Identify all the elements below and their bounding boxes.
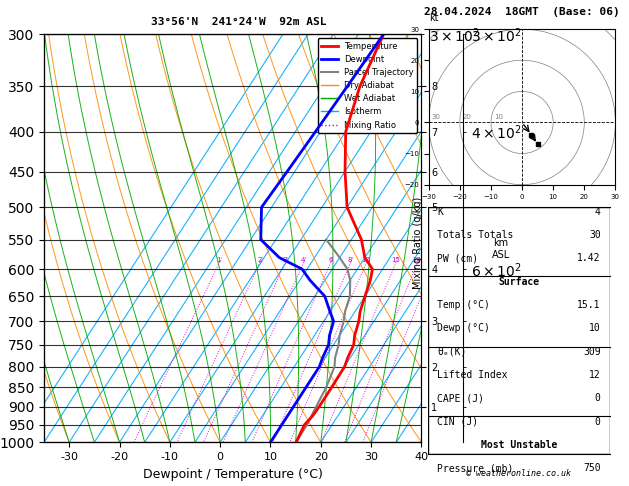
- Text: 309: 309: [583, 347, 601, 357]
- Text: θₑ(K): θₑ(K): [437, 347, 467, 357]
- Text: 4: 4: [595, 207, 601, 217]
- Text: 30: 30: [589, 230, 601, 240]
- Text: Surface: Surface: [498, 277, 540, 287]
- Text: 1: 1: [217, 258, 221, 263]
- Text: Dewp (°C): Dewp (°C): [437, 323, 490, 333]
- Legend: Temperature, Dewpoint, Parcel Trajectory, Dry Adiabat, Wet Adiabat, Isotherm, Mi: Temperature, Dewpoint, Parcel Trajectory…: [318, 38, 417, 133]
- X-axis label: Dewpoint / Temperature (°C): Dewpoint / Temperature (°C): [143, 468, 323, 481]
- Text: 15.1: 15.1: [577, 300, 601, 310]
- Text: PW (cm): PW (cm): [437, 253, 478, 263]
- Text: 6: 6: [328, 258, 333, 263]
- Text: 12: 12: [589, 370, 601, 380]
- Text: 0: 0: [595, 393, 601, 403]
- Text: 10: 10: [494, 114, 503, 121]
- Text: 33°56'N  241°24'W  92m ASL: 33°56'N 241°24'W 92m ASL: [151, 17, 327, 27]
- Text: 8: 8: [348, 258, 352, 263]
- Text: 3: 3: [282, 258, 287, 263]
- Text: 4: 4: [301, 258, 306, 263]
- Text: 28.04.2024  18GMT  (Base: 06): 28.04.2024 18GMT (Base: 06): [424, 7, 620, 17]
- Text: 30: 30: [432, 114, 441, 121]
- Text: 20: 20: [413, 258, 422, 263]
- Text: K: K: [437, 207, 443, 217]
- Y-axis label: km
ASL: km ASL: [491, 238, 509, 260]
- Text: Most Unstable: Most Unstable: [481, 440, 557, 450]
- Text: Mixing Ratio (g/kg): Mixing Ratio (g/kg): [413, 197, 423, 289]
- Text: 10: 10: [362, 258, 370, 263]
- Text: Totals Totals: Totals Totals: [437, 230, 513, 240]
- Text: © weatheronline.co.uk: © weatheronline.co.uk: [467, 469, 571, 478]
- Text: 2: 2: [257, 258, 262, 263]
- Text: Pressure (mb): Pressure (mb): [437, 463, 513, 473]
- Text: 10: 10: [589, 323, 601, 333]
- Text: 15: 15: [391, 258, 400, 263]
- Text: 1.42: 1.42: [577, 253, 601, 263]
- Text: kt: kt: [429, 13, 438, 23]
- Text: Temp (°C): Temp (°C): [437, 300, 490, 310]
- Text: CAPE (J): CAPE (J): [437, 393, 484, 403]
- Text: 20: 20: [463, 114, 472, 121]
- Text: CIN (J): CIN (J): [437, 417, 478, 427]
- Text: 0: 0: [595, 417, 601, 427]
- Text: 750: 750: [583, 463, 601, 473]
- Text: Lifted Index: Lifted Index: [437, 370, 508, 380]
